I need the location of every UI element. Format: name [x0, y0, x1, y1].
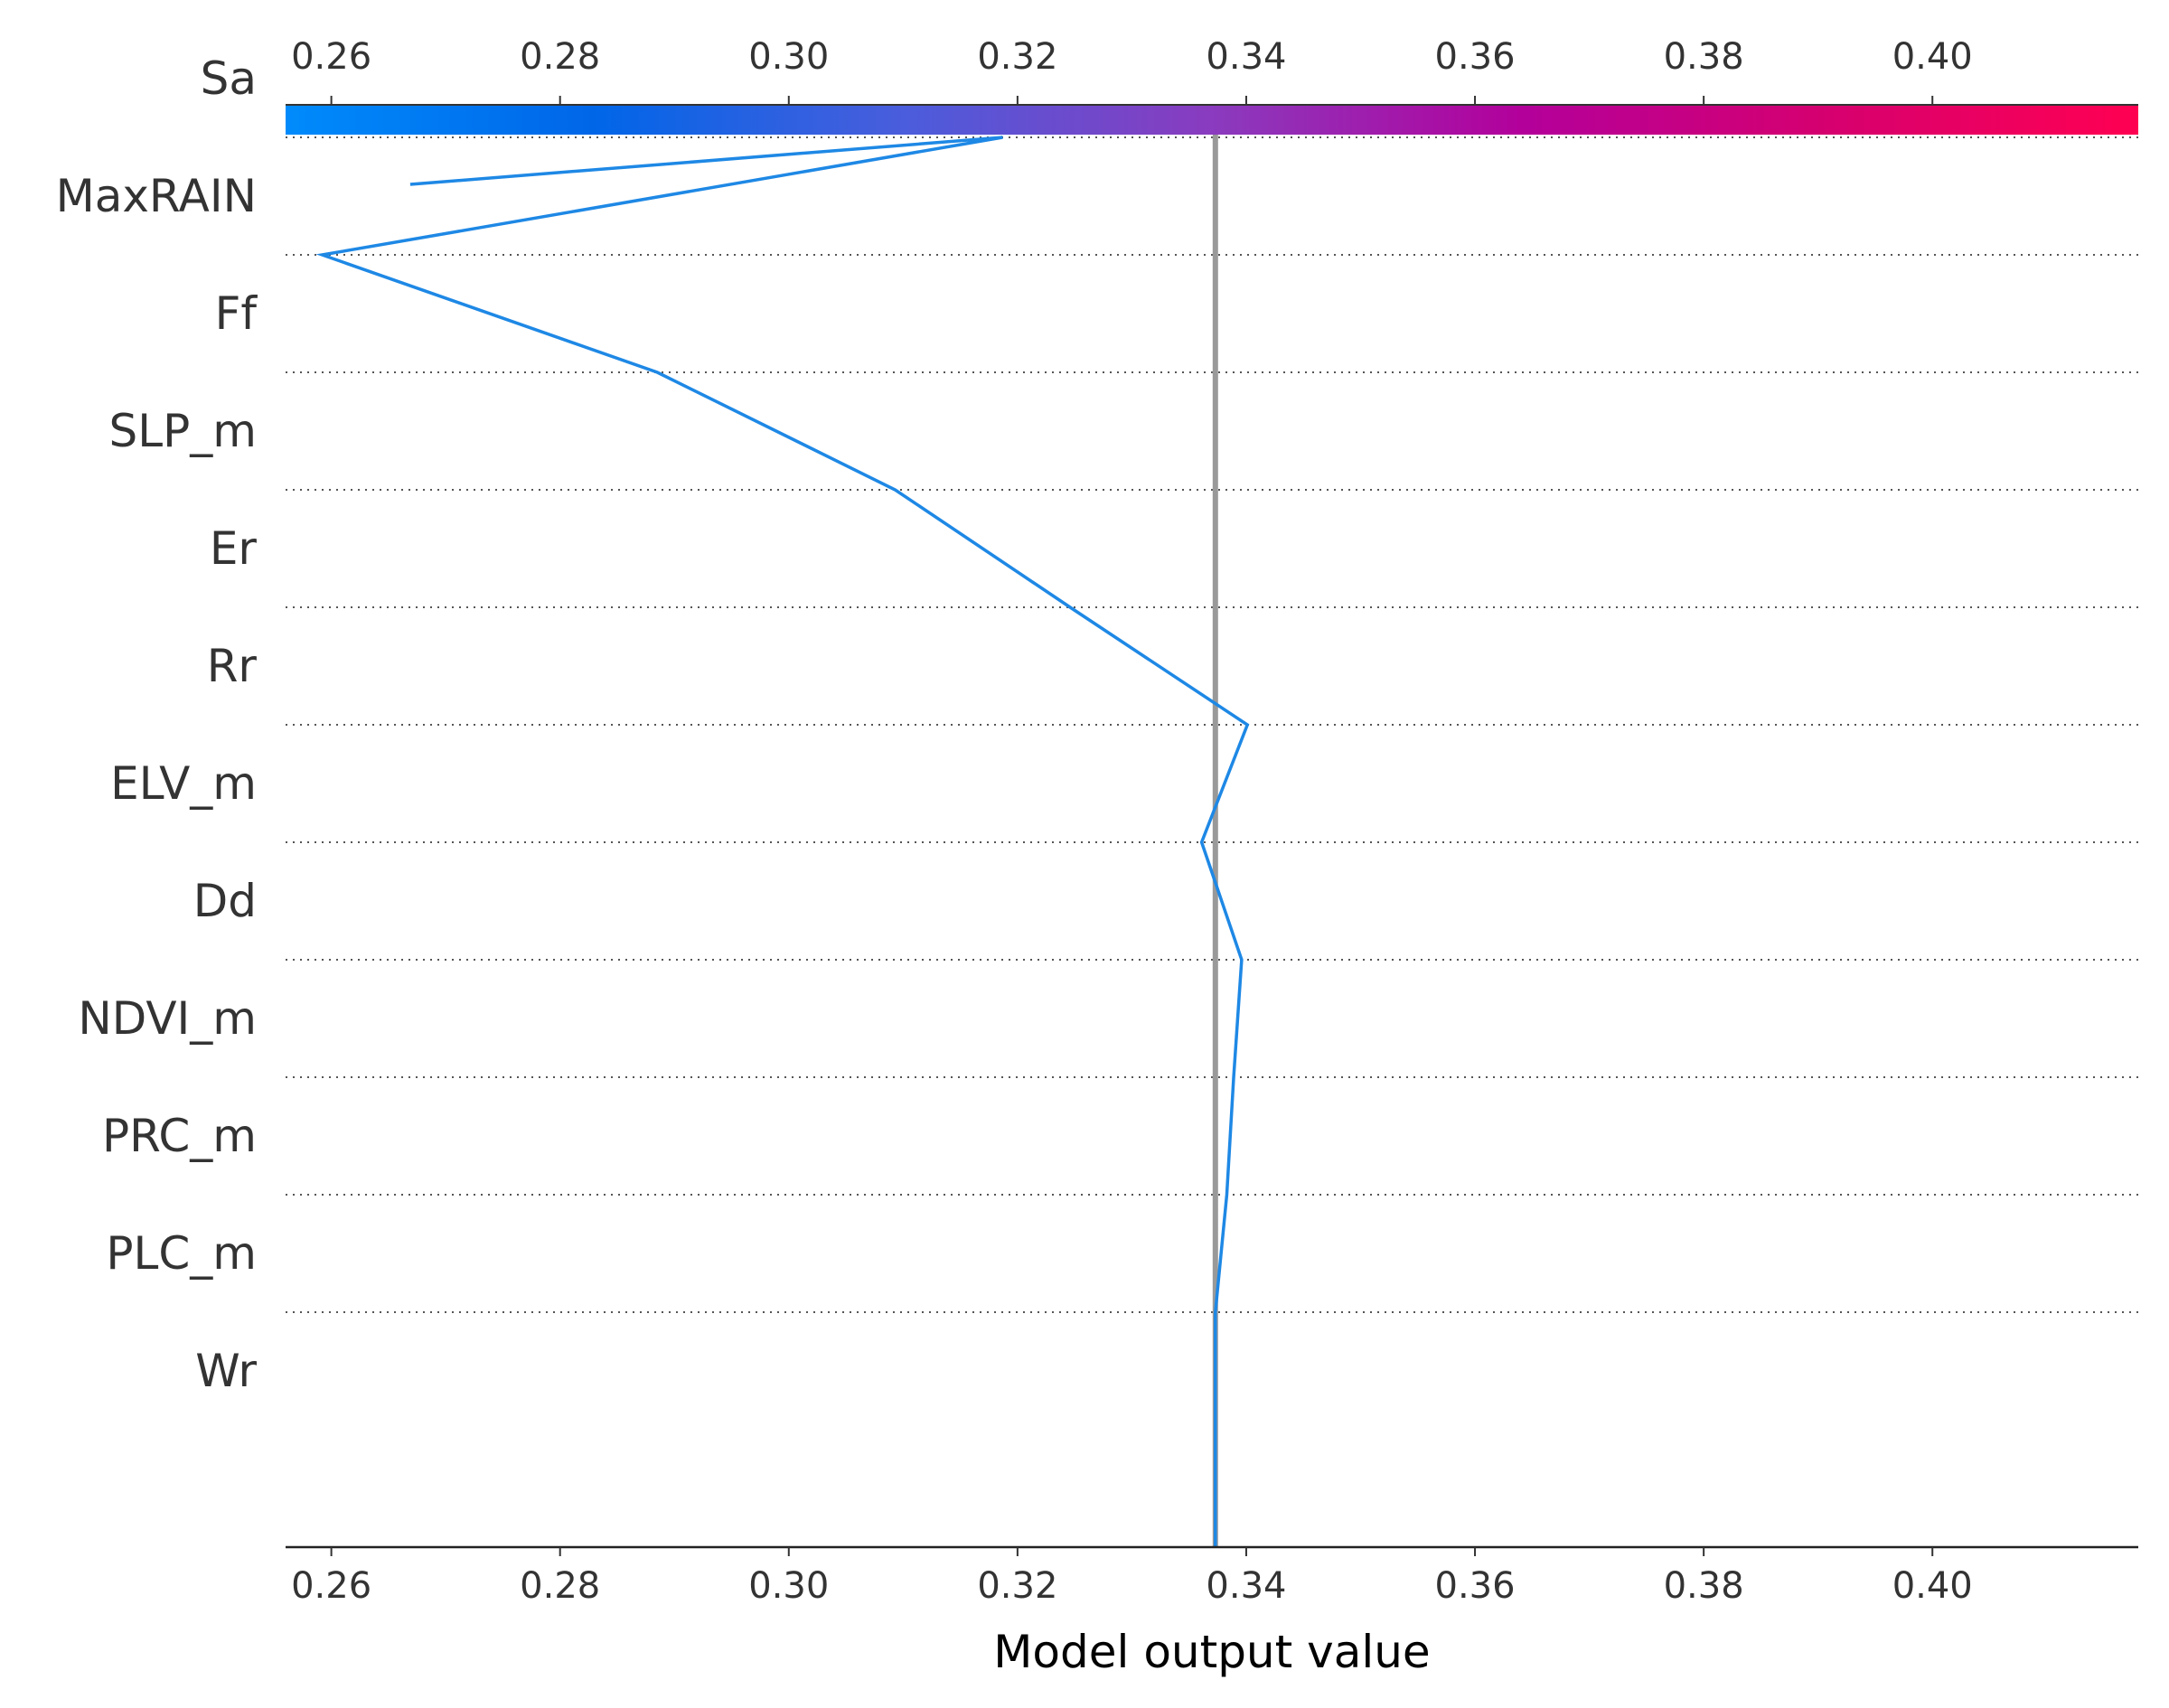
- bottom-tick-label: 0.32: [977, 1565, 1057, 1607]
- top-tick-label: 0.26: [291, 36, 371, 78]
- feature-label: Dd: [193, 875, 257, 927]
- bottom-tick-label: 0.28: [520, 1565, 600, 1607]
- feature-label: SLP_m: [109, 405, 257, 457]
- top-tick-label: 0.28: [520, 36, 600, 78]
- bottom-tick-label: 0.40: [1892, 1565, 1973, 1607]
- top-tick-label: 0.36: [1435, 36, 1516, 78]
- bottom-tick-label: 0.36: [1435, 1565, 1516, 1607]
- top-tick-label: 0.40: [1892, 36, 1973, 78]
- bottom-tick-label: 0.38: [1664, 1565, 1744, 1607]
- top-tick-label: 0.38: [1664, 36, 1744, 78]
- feature-label: Rr: [207, 640, 258, 692]
- colorbar: [286, 105, 2138, 135]
- feature-label: NDVI_m: [78, 992, 257, 1045]
- feature-label: ELV_m: [110, 757, 257, 810]
- bottom-tick-label: 0.34: [1206, 1565, 1286, 1607]
- x-axis-title: Model output value: [993, 1626, 1430, 1678]
- feature-label: Er: [210, 522, 258, 575]
- bottom-tick-label: 0.30: [748, 1565, 829, 1607]
- bottom-tick-label: 0.26: [291, 1565, 371, 1607]
- feature-label: MaxRAIN: [56, 170, 257, 222]
- feature-label: PRC_m: [102, 1110, 257, 1162]
- feature-label: PLC_m: [106, 1227, 257, 1280]
- feature-label: Sa: [201, 52, 257, 105]
- top-tick-label: 0.34: [1206, 36, 1286, 78]
- top-tick-label: 0.30: [748, 36, 829, 78]
- top-tick-label: 0.32: [977, 36, 1057, 78]
- feature-label: Wr: [195, 1345, 257, 1397]
- decision-path-line: [315, 136, 1250, 1547]
- feature-label: Ff: [215, 287, 258, 340]
